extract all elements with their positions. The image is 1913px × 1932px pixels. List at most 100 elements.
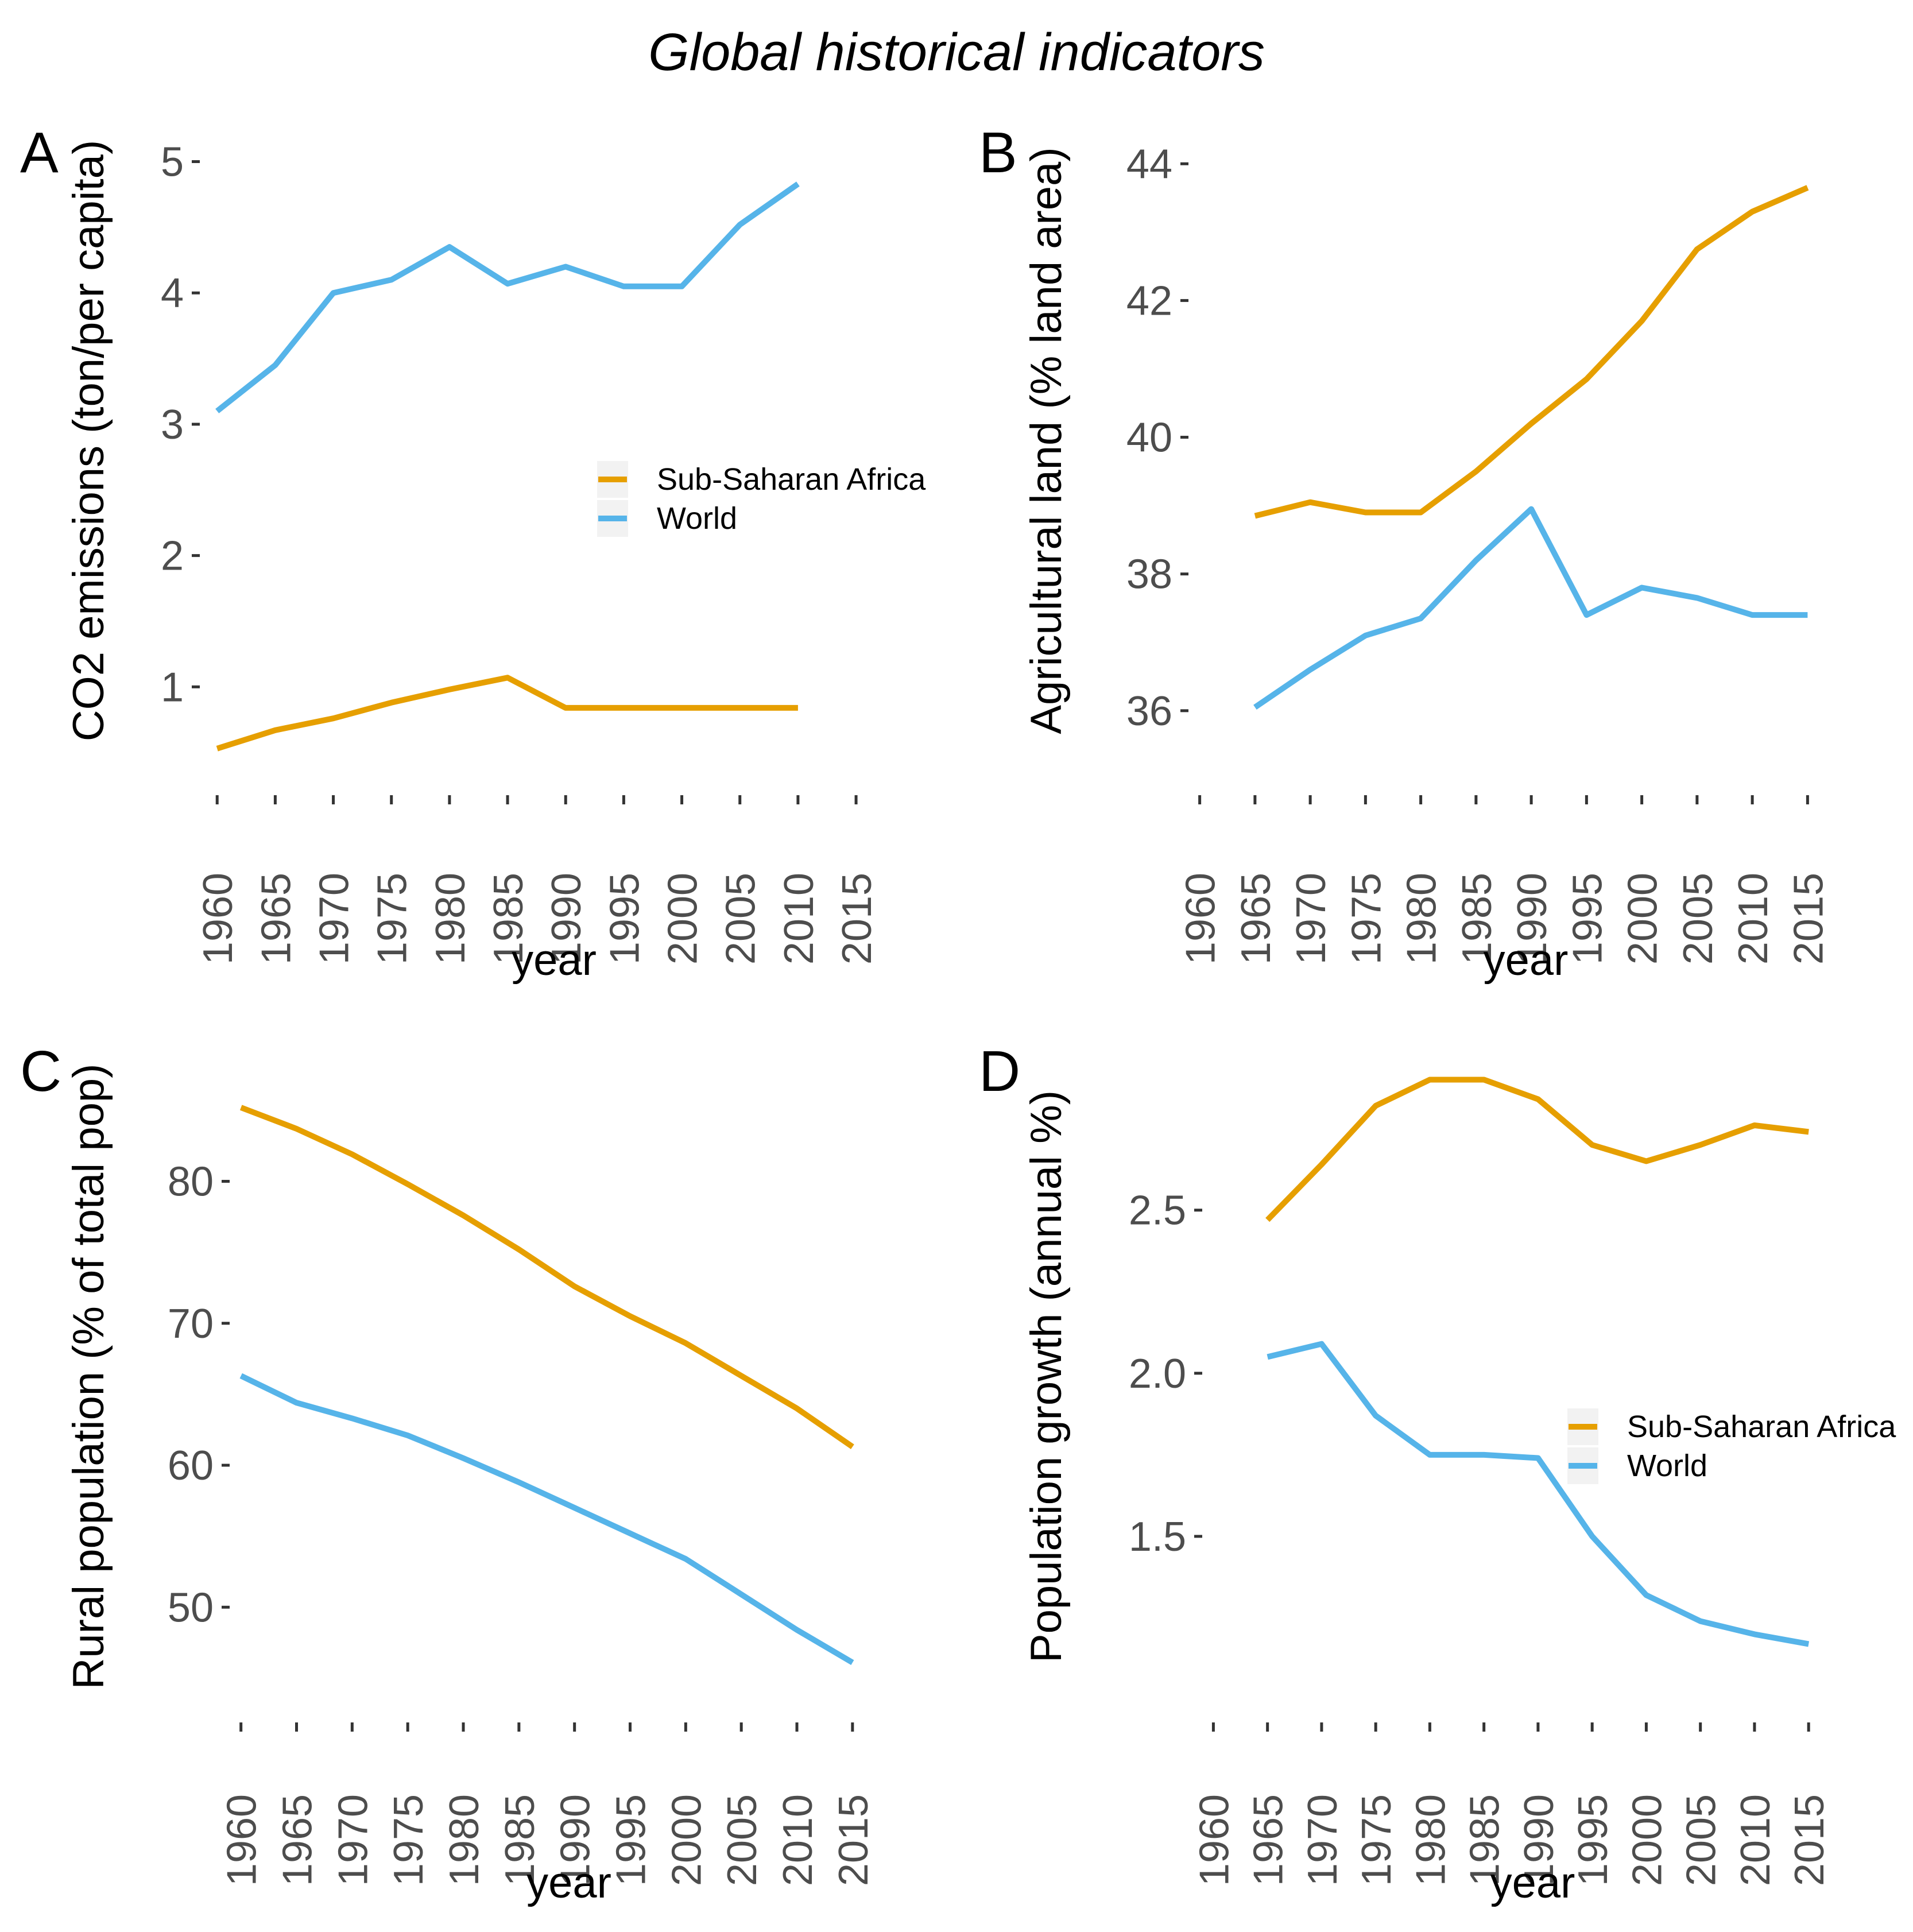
panel-c-x-tick-label: 1970 bbox=[330, 1794, 376, 1886]
panel-c-x-tick-label: 1960 bbox=[219, 1794, 265, 1886]
panel-a-y-tick-label: 2 bbox=[161, 533, 184, 579]
panel-a-x-tick-label: 1995 bbox=[602, 873, 648, 965]
panel-b-y-tick-label: 42 bbox=[1126, 278, 1172, 324]
panel-b-x-tick-label: 1970 bbox=[1288, 873, 1334, 965]
panel-d-x-tick-label: 1995 bbox=[1570, 1794, 1616, 1886]
panel-c-series-world bbox=[239, 1373, 854, 1666]
panel-d-series-world bbox=[1267, 1341, 1810, 1647]
panel-d-x-tick-label: 1965 bbox=[1246, 1794, 1292, 1886]
panel-c-x-tick-label: 1995 bbox=[609, 1794, 655, 1886]
panel-b-x-tick-label: 2010 bbox=[1730, 873, 1776, 965]
legend-label-sub-saharan-africa: Sub-Saharan Africa bbox=[657, 462, 926, 497]
panel-d-x-tick-label: 2000 bbox=[1624, 1794, 1670, 1886]
panel-a-y-tick-label: 1 bbox=[161, 664, 184, 710]
panel-a-x-tick-label: 2010 bbox=[776, 873, 822, 965]
panel-a-x-tick-label: 2005 bbox=[718, 873, 764, 965]
panel-a-x-tick-label: 1990 bbox=[544, 873, 590, 965]
panel-d-legend: Sub-Saharan Africa World bbox=[1567, 1408, 1896, 1484]
panel-b-y-tick-label: 36 bbox=[1126, 688, 1172, 734]
panel-a-x-tick-label: 1975 bbox=[370, 873, 416, 965]
panel-a-x-tick-label: 2015 bbox=[834, 873, 880, 965]
panel-d-x-tick-label: 1975 bbox=[1354, 1794, 1400, 1886]
panel-b-x-tick-label: 1975 bbox=[1343, 873, 1389, 965]
panel-d-x-tick-label: 1960 bbox=[1191, 1794, 1237, 1886]
panel-c-x-tick-label: 1985 bbox=[497, 1794, 543, 1886]
panel-c-x-tick-label: 1965 bbox=[275, 1794, 321, 1886]
panel-d-y-tick-label: 2.5 bbox=[1129, 1188, 1186, 1234]
panel-b-x-tick-label: 1965 bbox=[1233, 873, 1279, 965]
legend-label-world: World bbox=[1627, 1449, 1707, 1483]
panel-c-tag: C bbox=[20, 1039, 61, 1104]
panel-b-series-sub-saharan-africa bbox=[1254, 185, 1809, 519]
panel-a-tag: A bbox=[20, 121, 59, 185]
panel-b-y-axis-title: Agricultural land (% land area) bbox=[1022, 147, 1071, 734]
panel-b-x-tick-label: 1995 bbox=[1565, 873, 1610, 965]
panel-d: D 1.5 2.0 2.5 1960 1965 1970 1975 1980 1985 1990 19… bbox=[979, 1039, 1896, 1907]
panel-d-x-tick-label: 2010 bbox=[1733, 1794, 1779, 1886]
panel-c-x-tick-label: 1975 bbox=[386, 1794, 432, 1886]
panel-b-x-tick-label: 2005 bbox=[1675, 873, 1721, 965]
panel-d-y-tick-label: 1.5 bbox=[1129, 1514, 1186, 1560]
panel-c-x-tick-label: 1990 bbox=[553, 1794, 599, 1886]
panel-c-series-sub-saharan-africa bbox=[239, 1105, 854, 1450]
panel-c-x-tick-label: 2005 bbox=[719, 1794, 765, 1886]
panel-a-series-world bbox=[215, 181, 800, 413]
legend-label-world: World bbox=[657, 501, 737, 536]
panel-c-y-tick-label: 60 bbox=[168, 1443, 214, 1489]
panel-a: A 1 2 3 4 5 1960 1965 1970 1975 1980 1985 1990 1995 20… bbox=[20, 121, 926, 985]
panel-a-y-tick-label: 3 bbox=[161, 402, 184, 448]
panel-a-x-tick-label: 1980 bbox=[428, 873, 474, 965]
panel-c: C 50 70 80 60 1960 1965 1970 1975 1980 1985 1990 199… bbox=[20, 1039, 877, 1907]
panel-b-y-tick-label: 38 bbox=[1126, 552, 1172, 598]
panel-a-x-tick-label: 2000 bbox=[660, 873, 706, 965]
panel-c-x-tick-label: 1980 bbox=[442, 1794, 487, 1886]
panel-b-x-tick-label: 1980 bbox=[1399, 873, 1445, 965]
panel-b-x-tick-label: 1985 bbox=[1454, 873, 1500, 965]
panel-d-y-tick-label: 2.0 bbox=[1129, 1351, 1186, 1397]
panel-b-tag: B bbox=[979, 121, 1017, 185]
panel-c-x-tick-label: 2010 bbox=[775, 1794, 821, 1886]
panel-b: B 36 38 40 42 44 1960 1965 1970 1975 1980 1985 1990 1… bbox=[979, 121, 1831, 985]
panel-d-x-tick-label: 1980 bbox=[1408, 1794, 1454, 1886]
panel-a-y-tick-label: 4 bbox=[161, 270, 184, 316]
panel-c-y-axis-title: Rural population (% of total pop) bbox=[64, 1064, 113, 1690]
panel-d-x-tick-label: 1970 bbox=[1300, 1794, 1346, 1886]
panel-a-x-tick-label: 1965 bbox=[253, 873, 299, 965]
panel-d-x-tick-label: 1990 bbox=[1516, 1794, 1562, 1886]
panel-d-x-axis-title: year bbox=[1490, 1859, 1575, 1907]
panel-c-y-tick-label: 70 bbox=[168, 1301, 214, 1347]
panel-b-x-tick-label: 2015 bbox=[1786, 873, 1831, 965]
panel-a-x-tick-label: 1970 bbox=[312, 873, 358, 965]
panel-b-x-tick-label: 1960 bbox=[1178, 873, 1224, 965]
legend-label-sub-saharan-africa: Sub-Saharan Africa bbox=[1627, 1410, 1896, 1444]
panel-d-series-sub-saharan-africa bbox=[1265, 1077, 1809, 1222]
panel-a-series-sub-saharan-africa bbox=[216, 675, 798, 752]
panel-c-x-tick-label: 2015 bbox=[831, 1794, 877, 1886]
panel-d-x-tick-label: 1985 bbox=[1462, 1794, 1508, 1886]
panel-d-x-tick-label: 2005 bbox=[1679, 1794, 1725, 1886]
panel-c-y-tick-label: 50 bbox=[168, 1585, 214, 1631]
panel-c-y-tick-label: 80 bbox=[168, 1159, 214, 1205]
panel-a-x-tick-label: 1960 bbox=[195, 873, 241, 965]
panel-b-x-tick-label: 2000 bbox=[1620, 873, 1666, 965]
panel-a-y-tick-label: 5 bbox=[161, 139, 184, 185]
panel-d-y-axis-title: Population growth (annual %) bbox=[1022, 1090, 1071, 1663]
panel-b-x-axis-title: year bbox=[1484, 936, 1569, 985]
panel-a-y-axis-title: CO2 emissions (ton/per capita) bbox=[64, 140, 113, 742]
panel-c-x-axis-title: year bbox=[526, 1859, 611, 1907]
panel-b-series-world bbox=[1253, 506, 1808, 710]
panel-d-tag: D bbox=[979, 1039, 1020, 1104]
figure-title: Global historical indicators bbox=[648, 23, 1265, 82]
panel-d-x-tick-label: 2015 bbox=[1787, 1794, 1833, 1886]
panel-c-x-tick-label: 2000 bbox=[664, 1794, 710, 1886]
panel-a-legend: Sub-Saharan Africa World bbox=[597, 461, 926, 537]
panel-a-x-axis-title: year bbox=[512, 936, 597, 985]
panel-a-x-tick-label: 1985 bbox=[486, 873, 532, 965]
panel-b-y-tick-label: 40 bbox=[1126, 415, 1172, 461]
panel-b-y-tick-label: 44 bbox=[1126, 141, 1172, 187]
panel-b-x-tick-label: 1990 bbox=[1509, 873, 1555, 965]
